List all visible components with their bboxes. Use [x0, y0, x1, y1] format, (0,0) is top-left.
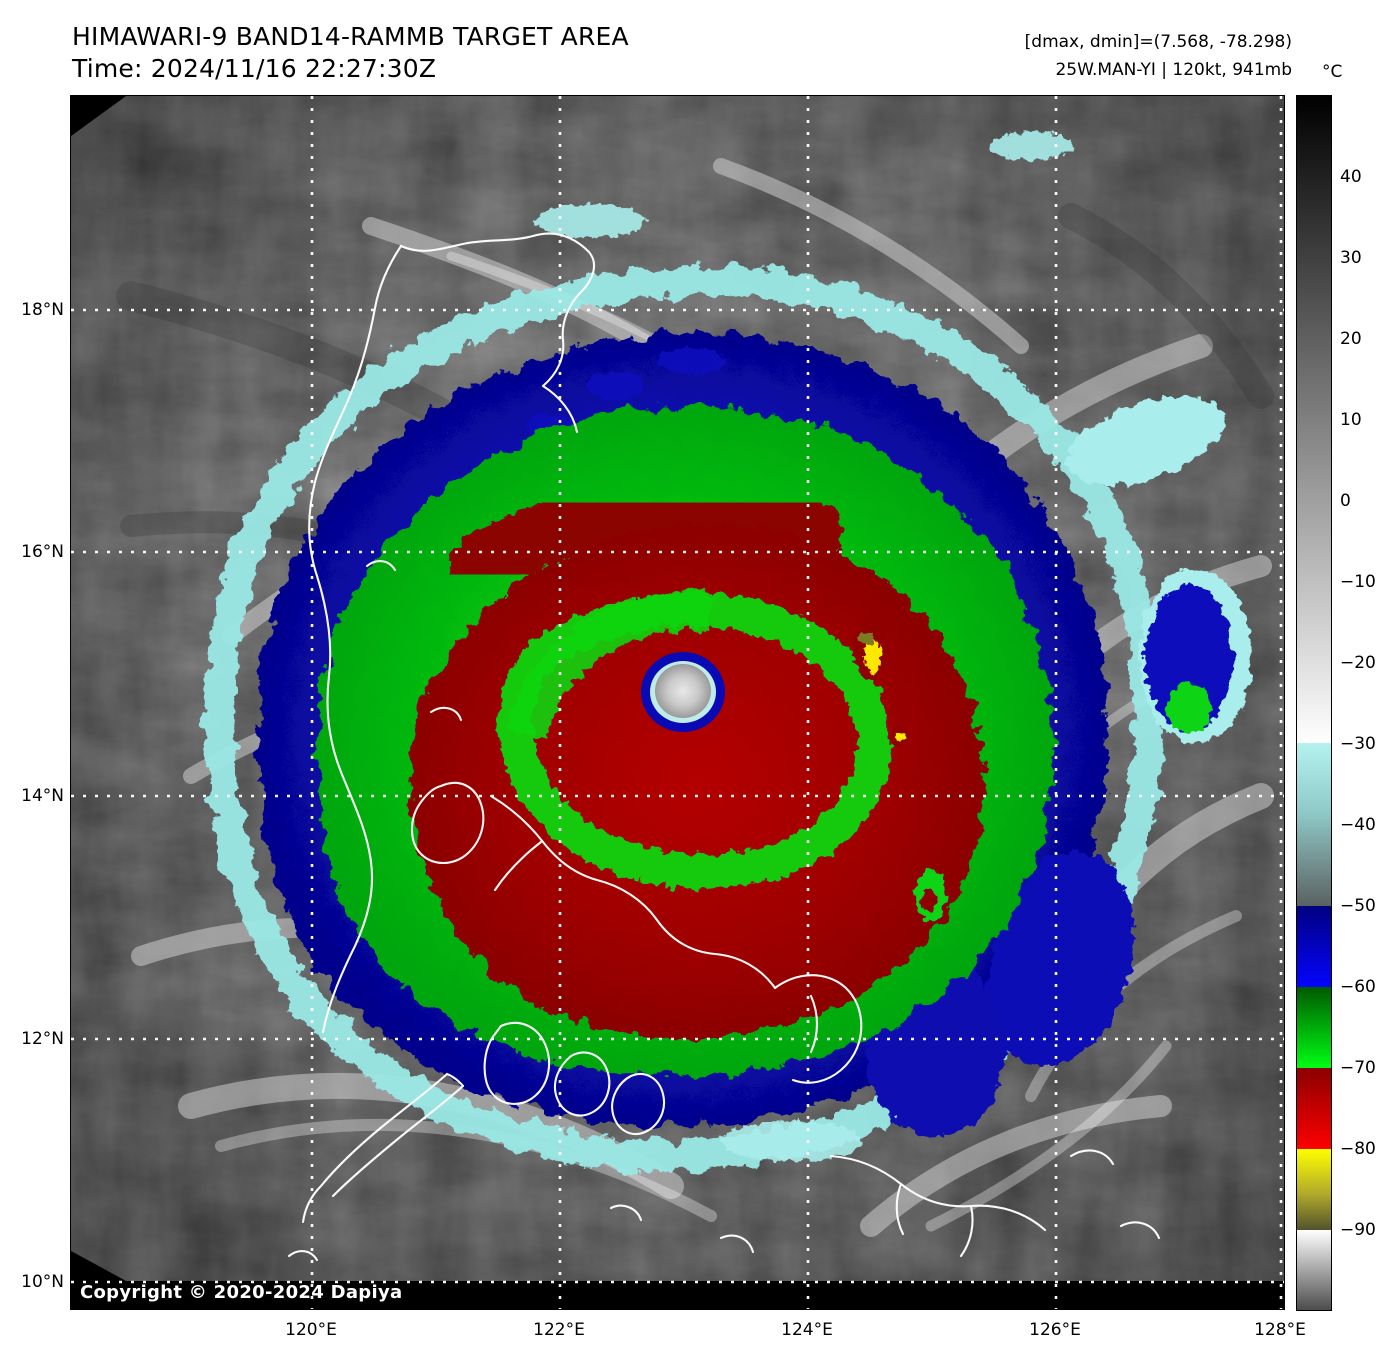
xtick-label-122e: 122°E: [533, 1320, 585, 1340]
satellite-plot-area: [70, 95, 1285, 1310]
xtick-label-120e: 120°E: [285, 1320, 337, 1340]
copyright-label: Copyright © 2020-2024 Dapiya: [80, 1282, 403, 1303]
cbtick-m60: −60: [1340, 977, 1376, 997]
cbtick-30: 30: [1340, 248, 1362, 268]
ytick-label-18n: 18°N: [21, 300, 64, 320]
ytick-label-12n: 12°N: [21, 1029, 64, 1049]
coastline-overlay: [287, 232, 1161, 1262]
page-title: HIMAWARI-9 BAND14-RAMMB TARGET AREA: [72, 22, 629, 51]
storm-eye: [641, 652, 725, 732]
cbtick-m80: −80: [1340, 1139, 1376, 1159]
xtick-label-128e: 128°E: [1254, 1320, 1306, 1340]
ytick-label-16n: 16°N: [21, 542, 64, 562]
infrared-satellite-imagery: [71, 96, 1284, 1309]
cbtick-40: 40: [1340, 167, 1362, 187]
ytick-label-14n: 14°N: [21, 786, 64, 806]
storm-info-label: 25W.MAN-YI | 120kt, 941mb: [1055, 60, 1292, 80]
cbtick-m50: −50: [1340, 896, 1376, 916]
cbtick-m30: −30: [1340, 734, 1376, 754]
satellite-swath: [71, 96, 1284, 1281]
cbtick-0: 0: [1340, 491, 1351, 511]
timestamp-label: Time: 2024/11/16 22:27:30Z: [72, 54, 437, 83]
yellow-overshoot-cells: [854, 619, 909, 746]
dmax-dmin-label: [dmax, dmin]=(7.568, -78.298): [1024, 32, 1292, 52]
cbtick-m70: −70: [1340, 1058, 1376, 1078]
colorbar-unit-label: °C: [1322, 62, 1343, 82]
colorbar: [1296, 95, 1332, 1311]
graticule: [71, 96, 1284, 1309]
green-inner-moat: [498, 589, 892, 889]
xtick-label-124e: 124°E: [781, 1320, 833, 1340]
cbtick-m40: −40: [1340, 815, 1376, 835]
cbtick-20: 20: [1340, 329, 1362, 349]
xtick-label-126e: 126°E: [1029, 1320, 1081, 1340]
cbtick-m20: −20: [1340, 653, 1376, 673]
cbtick-m10: −10: [1340, 572, 1376, 592]
cbtick-m90: −90: [1340, 1220, 1376, 1240]
cbtick-10: 10: [1340, 410, 1362, 430]
ytick-label-10n: 10°N: [21, 1272, 64, 1292]
